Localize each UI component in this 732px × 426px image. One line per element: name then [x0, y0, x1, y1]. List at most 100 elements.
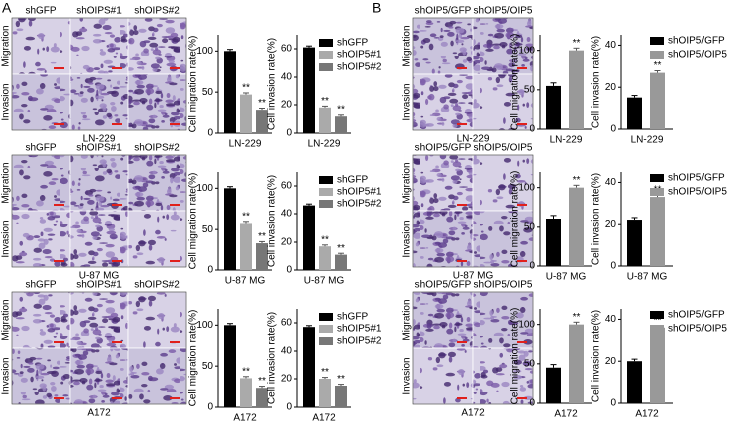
y-tick-label: 100	[518, 319, 535, 330]
x-axis-label: A172	[233, 413, 257, 424]
significance: **	[337, 104, 345, 115]
legend-swatch	[319, 200, 333, 208]
y-tick-label: 20	[605, 219, 617, 230]
x-axis-label: A172	[312, 413, 336, 424]
column-header: shOIP5/OIP5	[474, 280, 533, 291]
row-label: Invasion	[402, 83, 413, 120]
micrograph	[472, 291, 534, 349]
bar	[569, 187, 584, 266]
micrograph	[472, 210, 534, 268]
error-bar	[259, 240, 265, 244]
legend-swatch	[319, 51, 333, 59]
panel-label: B	[372, 0, 381, 16]
bar	[627, 97, 642, 129]
bar	[303, 205, 315, 270]
legend-label: shOIP5#1	[337, 50, 382, 61]
y-tick-label: 0	[529, 261, 535, 272]
bar	[224, 188, 236, 270]
legend-swatch	[650, 188, 664, 196]
legend-label: shOIP5/GFP	[668, 310, 725, 321]
error-bar	[227, 49, 233, 52]
significance: **	[242, 211, 250, 222]
row-label: Invasion	[402, 220, 413, 257]
legend-label: shOIP5/OIP5	[668, 50, 727, 61]
y-tick-label: 60	[281, 181, 293, 192]
image-frame	[412, 154, 534, 268]
micrograph	[11, 73, 71, 131]
row-label: Migration	[402, 162, 413, 203]
bar	[303, 327, 315, 407]
micrograph	[127, 347, 187, 405]
y-tick-label: 0	[610, 124, 616, 135]
y-axis-label: Cell invasion rate(%)	[591, 310, 602, 402]
bar	[319, 379, 331, 407]
micrograph	[11, 154, 71, 212]
legend-label: shGFP	[337, 175, 368, 186]
micrograph	[472, 347, 534, 405]
error-bar	[631, 95, 638, 98]
y-tick-label: 40	[605, 314, 617, 325]
column-header: shOIPS#1	[76, 143, 122, 154]
cell-line-label: LN-229	[83, 134, 116, 145]
y-axis-label: Cell migration rate(%)	[510, 34, 521, 131]
micrograph	[69, 17, 129, 75]
column-header: shOIPS#1	[76, 280, 122, 291]
column-header: shOIP5/GFP	[415, 6, 472, 17]
significance: **	[654, 60, 662, 71]
legend-label: shGFP	[337, 38, 368, 49]
x-axis-label: A172	[635, 409, 659, 420]
column-header: shOIPS#1	[76, 6, 122, 17]
legend-swatch	[319, 313, 333, 321]
micrograph	[412, 17, 474, 75]
significance: **	[258, 376, 266, 387]
error-bar	[322, 244, 328, 247]
micrograph	[11, 347, 71, 405]
error-bar	[259, 108, 265, 111]
y-tick-label: 100	[518, 45, 535, 56]
bar	[335, 254, 347, 270]
image-frame	[412, 17, 534, 131]
bar	[319, 246, 331, 270]
x-axis-label: A172	[554, 409, 578, 420]
cell-line-label: A172	[87, 408, 111, 419]
x-axis-label: U-87 MG	[627, 272, 668, 283]
image-frame	[412, 291, 534, 405]
column-header: shOIP5/OIP5	[474, 143, 533, 154]
micrograph	[412, 154, 474, 212]
significance: **	[242, 83, 250, 94]
row-label: Invasion	[1, 357, 12, 394]
column-header: shGFP	[25, 6, 56, 17]
y-tick-label: 0	[207, 402, 213, 413]
micrograph	[127, 17, 187, 75]
bar	[319, 107, 331, 133]
bar	[650, 197, 665, 266]
y-tick-label: 50	[524, 358, 536, 369]
y-axis-label: Cell invasion rate(%)	[591, 173, 602, 265]
error-bar	[338, 252, 344, 255]
x-axis-label: U-87 MG	[304, 276, 345, 287]
y-tick-label: 50	[202, 87, 214, 98]
row-label: Migration	[402, 25, 413, 66]
y-tick-label: 40	[605, 40, 617, 51]
y-tick-label: 100	[518, 182, 535, 193]
y-axis-label: Cell invasion rate(%)	[267, 38, 278, 130]
legend-label: shGFP	[337, 312, 368, 323]
row-label: Invasion	[1, 220, 12, 257]
cell-line-label: U-87 MG	[453, 271, 494, 282]
bar	[256, 243, 268, 270]
error-bar	[306, 203, 312, 206]
y-axis-label: Cell migration rate(%)	[188, 36, 199, 133]
micrograph	[412, 291, 474, 349]
error-bar	[243, 92, 249, 95]
y-tick-label: 40	[281, 209, 293, 220]
significance: **	[258, 231, 266, 242]
y-axis-label: Cell invasion rate(%)	[267, 312, 278, 404]
y-tick-label: 0	[610, 398, 616, 409]
column-header: shOIPS#2	[134, 6, 180, 17]
significance: **	[321, 96, 329, 107]
error-bar	[306, 325, 312, 328]
row-label: Migration	[402, 299, 413, 340]
legend-label: shOIP5#2	[337, 336, 382, 347]
bar	[240, 94, 252, 133]
micrograph	[472, 73, 534, 131]
